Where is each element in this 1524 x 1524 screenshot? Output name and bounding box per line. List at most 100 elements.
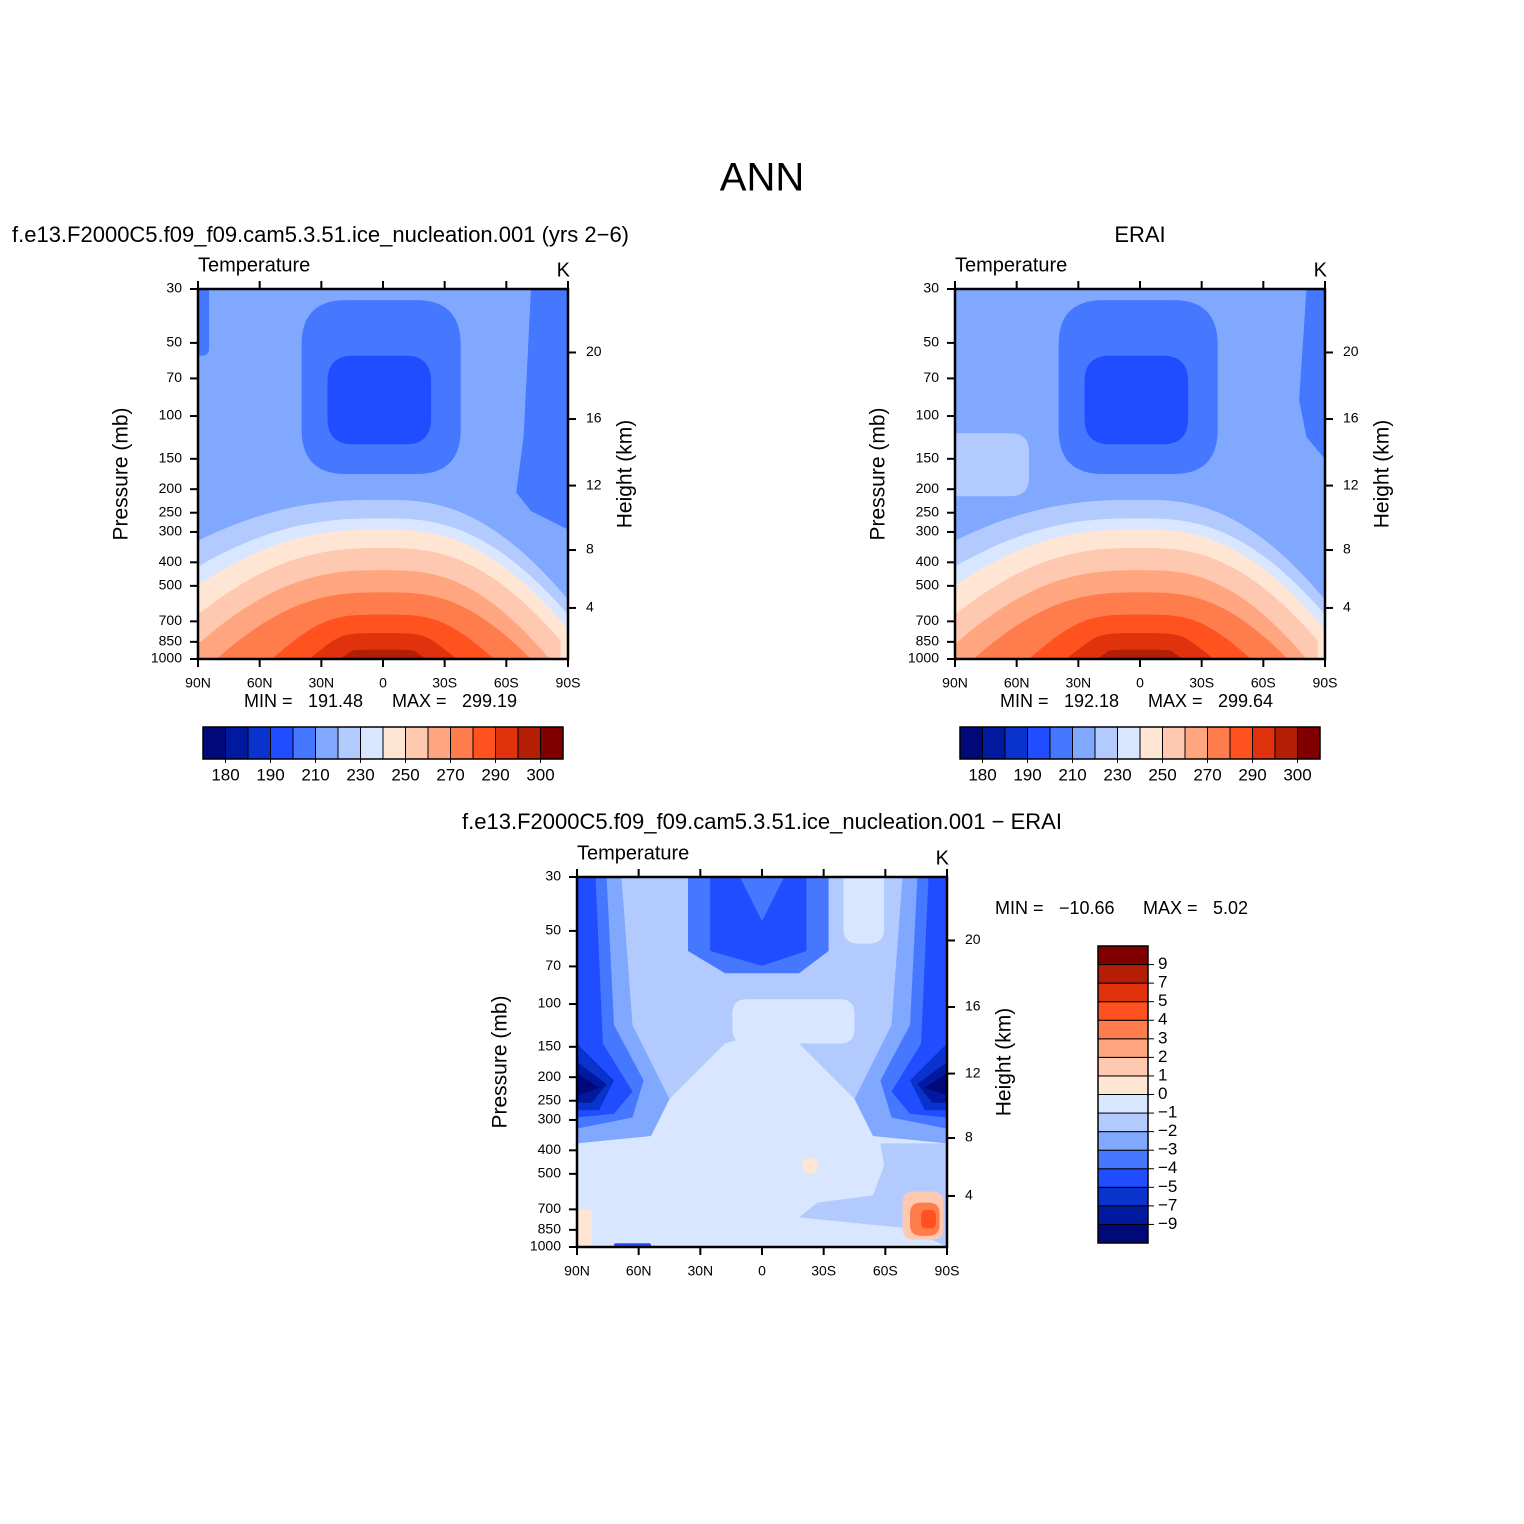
colorbar-box xyxy=(472,726,496,760)
colorbar-box xyxy=(1094,726,1118,760)
colorbar-label: 230 xyxy=(346,765,374,784)
x-tick-label: 0 xyxy=(379,675,387,691)
colorbar-box xyxy=(1097,1019,1149,1040)
colorbar-box xyxy=(1097,1131,1149,1151)
colorbar-box xyxy=(1297,726,1321,760)
min-value: 191.48 xyxy=(308,691,363,711)
colorbar-box xyxy=(315,726,339,760)
colorbar-box xyxy=(1097,1075,1149,1095)
y-tick-label: 500 xyxy=(916,577,940,593)
y-tick-label: 100 xyxy=(916,407,940,423)
x-tick-label: 30S xyxy=(1189,675,1214,691)
units: K xyxy=(1314,259,1328,281)
colorbar-box xyxy=(1274,726,1298,760)
colorbar-box xyxy=(982,726,1006,760)
x-tick-label: 60N xyxy=(1004,675,1030,691)
min-label: MIN = xyxy=(1000,691,1049,711)
contour-band xyxy=(891,877,947,1118)
y2-tick-label: 20 xyxy=(965,931,981,947)
y2-axis-label: Height (km) xyxy=(614,420,637,529)
y-tick-label: 50 xyxy=(545,922,561,938)
colorbar-box xyxy=(1097,1038,1149,1058)
contour-band xyxy=(577,1210,592,1247)
y-tick-label: 850 xyxy=(916,633,940,649)
contour-field xyxy=(198,289,568,659)
y-tick-label: 150 xyxy=(159,450,183,466)
contour-field xyxy=(955,289,1325,659)
colorbar-box xyxy=(1117,726,1141,760)
colorbar-box xyxy=(225,726,249,760)
y-tick-label: 30 xyxy=(923,280,939,296)
colorbar-box xyxy=(1229,726,1253,760)
chart-title: ERAI xyxy=(1114,222,1165,247)
colorbar-box xyxy=(405,726,429,760)
colorbar-box xyxy=(382,726,406,760)
y-tick-label: 250 xyxy=(159,503,183,519)
y-tick-label: 700 xyxy=(916,612,940,628)
colorbar-label: 300 xyxy=(1283,765,1311,784)
y-tick-label: 300 xyxy=(916,523,940,539)
y2-tick-label: 8 xyxy=(586,541,594,557)
colorbar-box xyxy=(1097,1168,1149,1188)
x-tick-label: 0 xyxy=(758,1263,766,1279)
x-tick-label: 60S xyxy=(494,675,519,691)
x-tick-label: 90S xyxy=(556,675,581,691)
colorbar-label: 4 xyxy=(1158,1010,1167,1029)
colorbar-box xyxy=(1097,1056,1149,1077)
contour-band xyxy=(955,433,1029,497)
y-tick-label: 700 xyxy=(538,1200,562,1216)
colorbar-box xyxy=(337,726,361,760)
x-tick-label: 90N xyxy=(942,675,968,691)
colorbar-label: 9 xyxy=(1158,954,1167,973)
contour-band xyxy=(1095,649,1185,659)
y-tick-label: 300 xyxy=(159,523,183,539)
y-tick-label: 150 xyxy=(916,450,940,466)
x-tick-label: 60S xyxy=(1251,675,1276,691)
contour-band xyxy=(309,633,457,659)
colorbar-box xyxy=(247,726,271,760)
y-tick-label: 200 xyxy=(916,480,940,496)
subtitle: Temperature xyxy=(198,254,310,276)
contour-band xyxy=(802,1158,818,1173)
colorbar-label: −3 xyxy=(1158,1140,1177,1159)
colorbar-frame xyxy=(202,726,564,760)
min-value: −10.66 xyxy=(1059,898,1115,918)
y2-tick-label: 20 xyxy=(586,343,602,359)
colorbar-label: 190 xyxy=(256,765,284,784)
contour-band xyxy=(577,877,633,1118)
colorbar-box xyxy=(270,726,294,760)
subtitle: Temperature xyxy=(577,842,689,864)
colorbar-box xyxy=(517,726,541,760)
colorbar-box xyxy=(1097,1112,1149,1133)
colorbar-box xyxy=(1027,726,1051,760)
colorbar-label: 190 xyxy=(1013,765,1041,784)
y-tick-label: 70 xyxy=(545,957,561,973)
y2-tick-label: 4 xyxy=(965,1187,973,1203)
colorbar-box xyxy=(1184,726,1208,760)
min-label: MIN = xyxy=(995,898,1044,918)
x-tick-label: 60N xyxy=(247,675,273,691)
subtitle: Temperature xyxy=(955,254,1067,276)
y-tick-label: 250 xyxy=(916,503,940,519)
x-tick-label: 30N xyxy=(1065,675,1091,691)
x-tick-label: 60N xyxy=(626,1263,652,1279)
colorbar-box xyxy=(959,726,983,760)
colorbar-label: −2 xyxy=(1158,1121,1177,1140)
colorbar-box xyxy=(1097,982,1149,1003)
chart-title: f.e13.F2000C5.f09_f09.cam5.3.51.ice_nucl… xyxy=(12,222,629,247)
colorbar-box xyxy=(1139,726,1163,760)
colorbar-label: −7 xyxy=(1158,1195,1177,1214)
colorbar-label: 3 xyxy=(1158,1028,1167,1047)
colorbar-box xyxy=(540,726,564,760)
colorbar-label: 180 xyxy=(968,765,996,784)
max-value: 299.19 xyxy=(462,691,517,711)
colorbar-box xyxy=(495,726,519,760)
y-tick-label: 30 xyxy=(166,280,182,296)
contour-band xyxy=(1084,355,1189,445)
y2-tick-label: 12 xyxy=(586,476,602,492)
colorbar-label: 0 xyxy=(1158,1084,1167,1103)
colorbar-box xyxy=(1097,945,1149,966)
x-tick-label: 90S xyxy=(1313,675,1338,691)
colorbar-box xyxy=(1162,726,1186,760)
max-label: MAX = xyxy=(1143,898,1198,918)
